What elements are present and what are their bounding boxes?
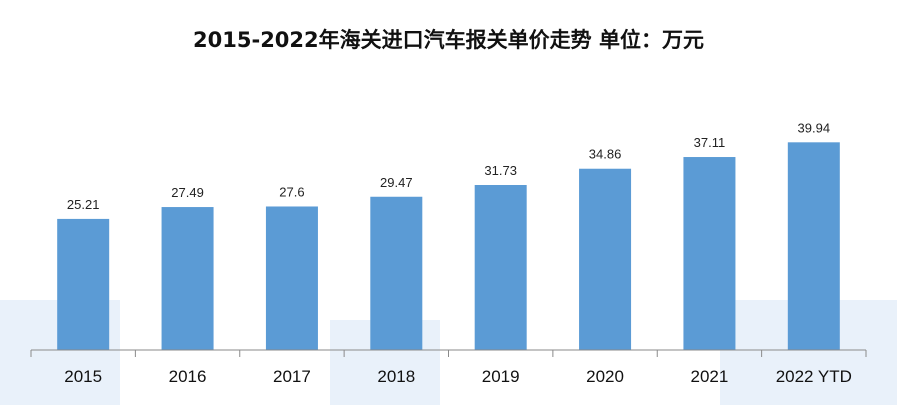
- bar-2017: [265, 206, 318, 350]
- x-tick-label: 2016: [169, 367, 207, 386]
- bar-2015: [57, 218, 110, 350]
- x-tick-label: 2021: [691, 367, 729, 386]
- bar-2016: [161, 207, 214, 350]
- tick-marks-group: [30, 350, 867, 357]
- x-tick-label: 2015: [64, 367, 102, 386]
- chart-title: 2015-2022年海关进口汽车报关单价走势 单位：万元: [193, 28, 704, 52]
- bar-2018: [370, 196, 423, 350]
- data-label: 27.49: [171, 185, 204, 200]
- x-tick-label: 2018: [377, 367, 415, 386]
- data-label: 25.21: [67, 197, 100, 212]
- bars-group: [57, 142, 840, 350]
- data-label: 29.47: [380, 175, 413, 190]
- x-tick-label: 2022 YTD: [776, 367, 852, 386]
- bar-2022-ytd: [787, 142, 840, 350]
- data-label: 37.11: [694, 135, 726, 150]
- data-label: 27.6: [279, 184, 304, 199]
- data-label: 31.73: [484, 163, 517, 178]
- bar-2021: [683, 157, 736, 350]
- bar-2019: [474, 185, 527, 350]
- data-label: 39.94: [798, 120, 831, 135]
- x-tick-label: 2019: [482, 367, 520, 386]
- x-tick-label: 2020: [586, 367, 624, 386]
- data-label: 34.86: [589, 147, 622, 162]
- bar-2020: [579, 168, 632, 350]
- labels-group: 25.21 2015 27.49 2016 27.6 2017 29.47 2018 31.73…: [64, 120, 852, 386]
- x-tick-label: 2017: [273, 367, 311, 386]
